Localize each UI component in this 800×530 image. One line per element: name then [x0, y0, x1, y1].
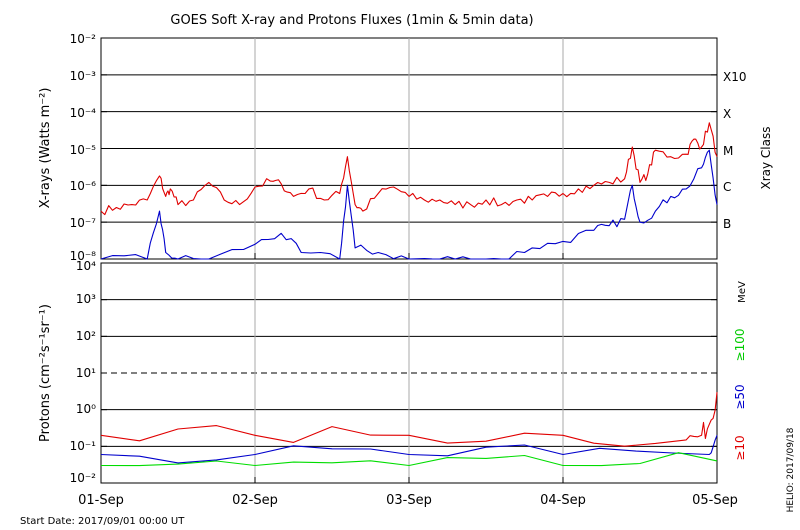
- xray-class-label: M: [723, 144, 733, 158]
- proton-series-line-2: [100, 452, 718, 467]
- proton-ytick-label: 10⁻¹: [70, 439, 97, 453]
- chart-title: GOES Soft X-ray and Protons Fluxes (1min…: [170, 13, 533, 28]
- proton-ytick-label: 10⁴: [76, 259, 96, 273]
- x-tick-label: 05-Sep: [692, 493, 738, 508]
- xray-axis-label: X-rays (Watts m⁻²): [38, 88, 53, 209]
- x-tick-label: 01-Sep: [78, 493, 124, 508]
- x-tick-label: 04-Sep: [540, 493, 586, 508]
- xray-ytick-label: 10⁻⁵: [70, 143, 97, 157]
- x-tick-label: 03-Sep: [386, 493, 432, 508]
- proton-ytick-label: 10¹: [76, 366, 96, 380]
- xray-ytick-label: 10⁻⁷: [70, 216, 97, 230]
- x-tick-labels: 01-Sep 02-Sep 03-Sep 04-Sep 05-Sep: [78, 493, 738, 508]
- xray-class-axis-label: Xray Class: [759, 127, 773, 190]
- xray-series-line-0: [100, 122, 718, 216]
- xray-y-ticks: 10⁻² 10⁻³ 10⁻⁴ 10⁻⁵ 10⁻⁶ 10⁻⁷ 10⁻⁸: [70, 32, 97, 263]
- credit-label: HELIO: 2017/09/18: [786, 427, 796, 512]
- start-date-label: Start Date: 2017/09/01 00:00 UT: [20, 516, 185, 527]
- xray-series-line-1: [100, 149, 718, 260]
- energy-label-100: ≥100: [733, 329, 747, 362]
- proton-y-ticks: 10⁴ 10³ 10² 10¹ 10⁰ 10⁻¹ 10⁻²: [70, 259, 97, 485]
- xray-class-label: X: [723, 107, 731, 121]
- proton-ytick-label: 10³: [76, 292, 96, 306]
- xray-ytick-label: 10⁻⁸: [70, 249, 97, 263]
- xray-class-label: C: [723, 180, 731, 194]
- x-tick-label: 02-Sep: [232, 493, 278, 508]
- proton-ytick-label: 10²: [76, 329, 96, 343]
- proton-axis-label: Protons (cm⁻²s⁻¹sr⁻¹): [38, 304, 53, 442]
- xray-class-label: B: [723, 217, 731, 231]
- xray-class-label: X10: [723, 70, 747, 84]
- proton-ytick-label: 10⁻²: [70, 471, 97, 485]
- proton-series-line-1: [100, 435, 718, 464]
- series-layer: [100, 122, 718, 467]
- proton-ytick-label: 10⁰: [76, 402, 96, 416]
- xray-ytick-label: 10⁻⁶: [70, 179, 97, 193]
- xray-class-labels: X10 X M C B: [723, 70, 747, 231]
- xray-ytick-label: 10⁻⁴: [70, 106, 97, 120]
- xray-ytick-label: 10⁻³: [70, 69, 97, 83]
- grid-layer: [100, 37, 718, 484]
- energy-label-10: ≥10: [733, 435, 747, 460]
- proton-unit-label: MeV: [737, 281, 748, 303]
- energy-label-50: ≥50: [733, 384, 747, 409]
- xray-ytick-label: 10⁻²: [70, 32, 97, 46]
- proton-series-line-0: [100, 392, 718, 447]
